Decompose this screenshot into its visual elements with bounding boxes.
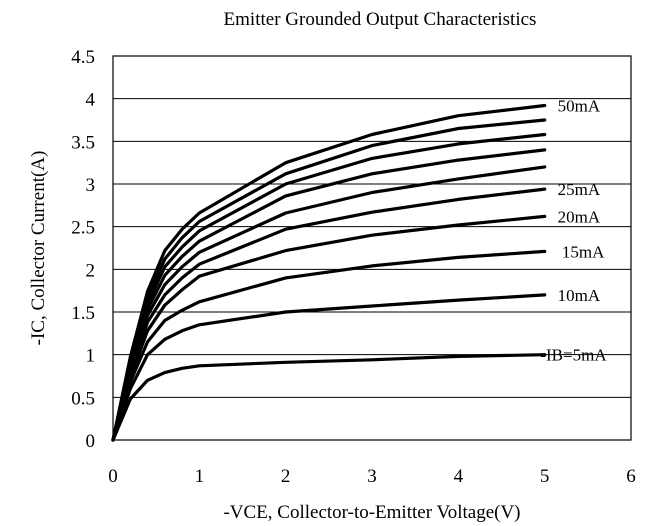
series-line-10 (111, 103, 547, 442)
series-label: 20mA (558, 207, 601, 226)
series-line-4 (111, 214, 547, 442)
y-tick-label: 3 (86, 175, 96, 196)
series-label: 25mA (558, 180, 601, 199)
x-tick-label: 2 (281, 466, 291, 487)
y-tick-label: 4.5 (71, 47, 95, 68)
series-line-6 (111, 165, 547, 442)
y-tick-labels: 0 0.5 1 1.5 2 2.5 3 3.5 4 4.5 (71, 47, 95, 452)
x-tick-label: 3 (367, 466, 377, 487)
y-tick-label: 1.5 (71, 303, 95, 324)
series-label: 10mA (558, 286, 601, 305)
x-tick-label: 5 (540, 466, 550, 487)
x-tick-labels: 0 1 2 3 4 5 6 (108, 466, 636, 487)
y-tick-label: 0 (86, 431, 96, 452)
y-tick-label: 2 (86, 260, 96, 281)
x-tick-label: 0 (108, 466, 118, 487)
plot-frame (112, 55, 632, 441)
y-tick-label: 0.5 (71, 388, 95, 409)
series-line-3 (111, 249, 547, 442)
series-line-1 (111, 353, 547, 442)
series-label: 15mA (562, 242, 605, 261)
x-tick-label: 6 (626, 466, 636, 487)
series-line-8 (111, 132, 547, 442)
y-tick-label: 2.5 (71, 218, 95, 239)
y-tick-label: 3.5 (71, 132, 95, 153)
series-line-2 (111, 293, 547, 442)
x-tick-label: 4 (454, 466, 464, 487)
series-label: -IB=5mA (540, 346, 607, 365)
series-lines (111, 103, 547, 442)
y-axis-label: -IC, Collector Current(A) (28, 151, 49, 346)
y-tick-label: 1 (86, 346, 96, 367)
x-axis-label: -VCE, Collector-to-Emitter Voltage(V) (223, 502, 520, 523)
x-tick-label: 1 (195, 466, 205, 487)
series-label: 50mA (558, 96, 601, 115)
series-annotations: 50mA 25mA 20mA 15mA 10mA -IB=5mA (540, 96, 607, 364)
grid-lines (113, 98, 631, 398)
y-tick-label: 4 (86, 90, 96, 111)
chart-title: Emitter Grounded Output Characteristics (224, 9, 537, 30)
